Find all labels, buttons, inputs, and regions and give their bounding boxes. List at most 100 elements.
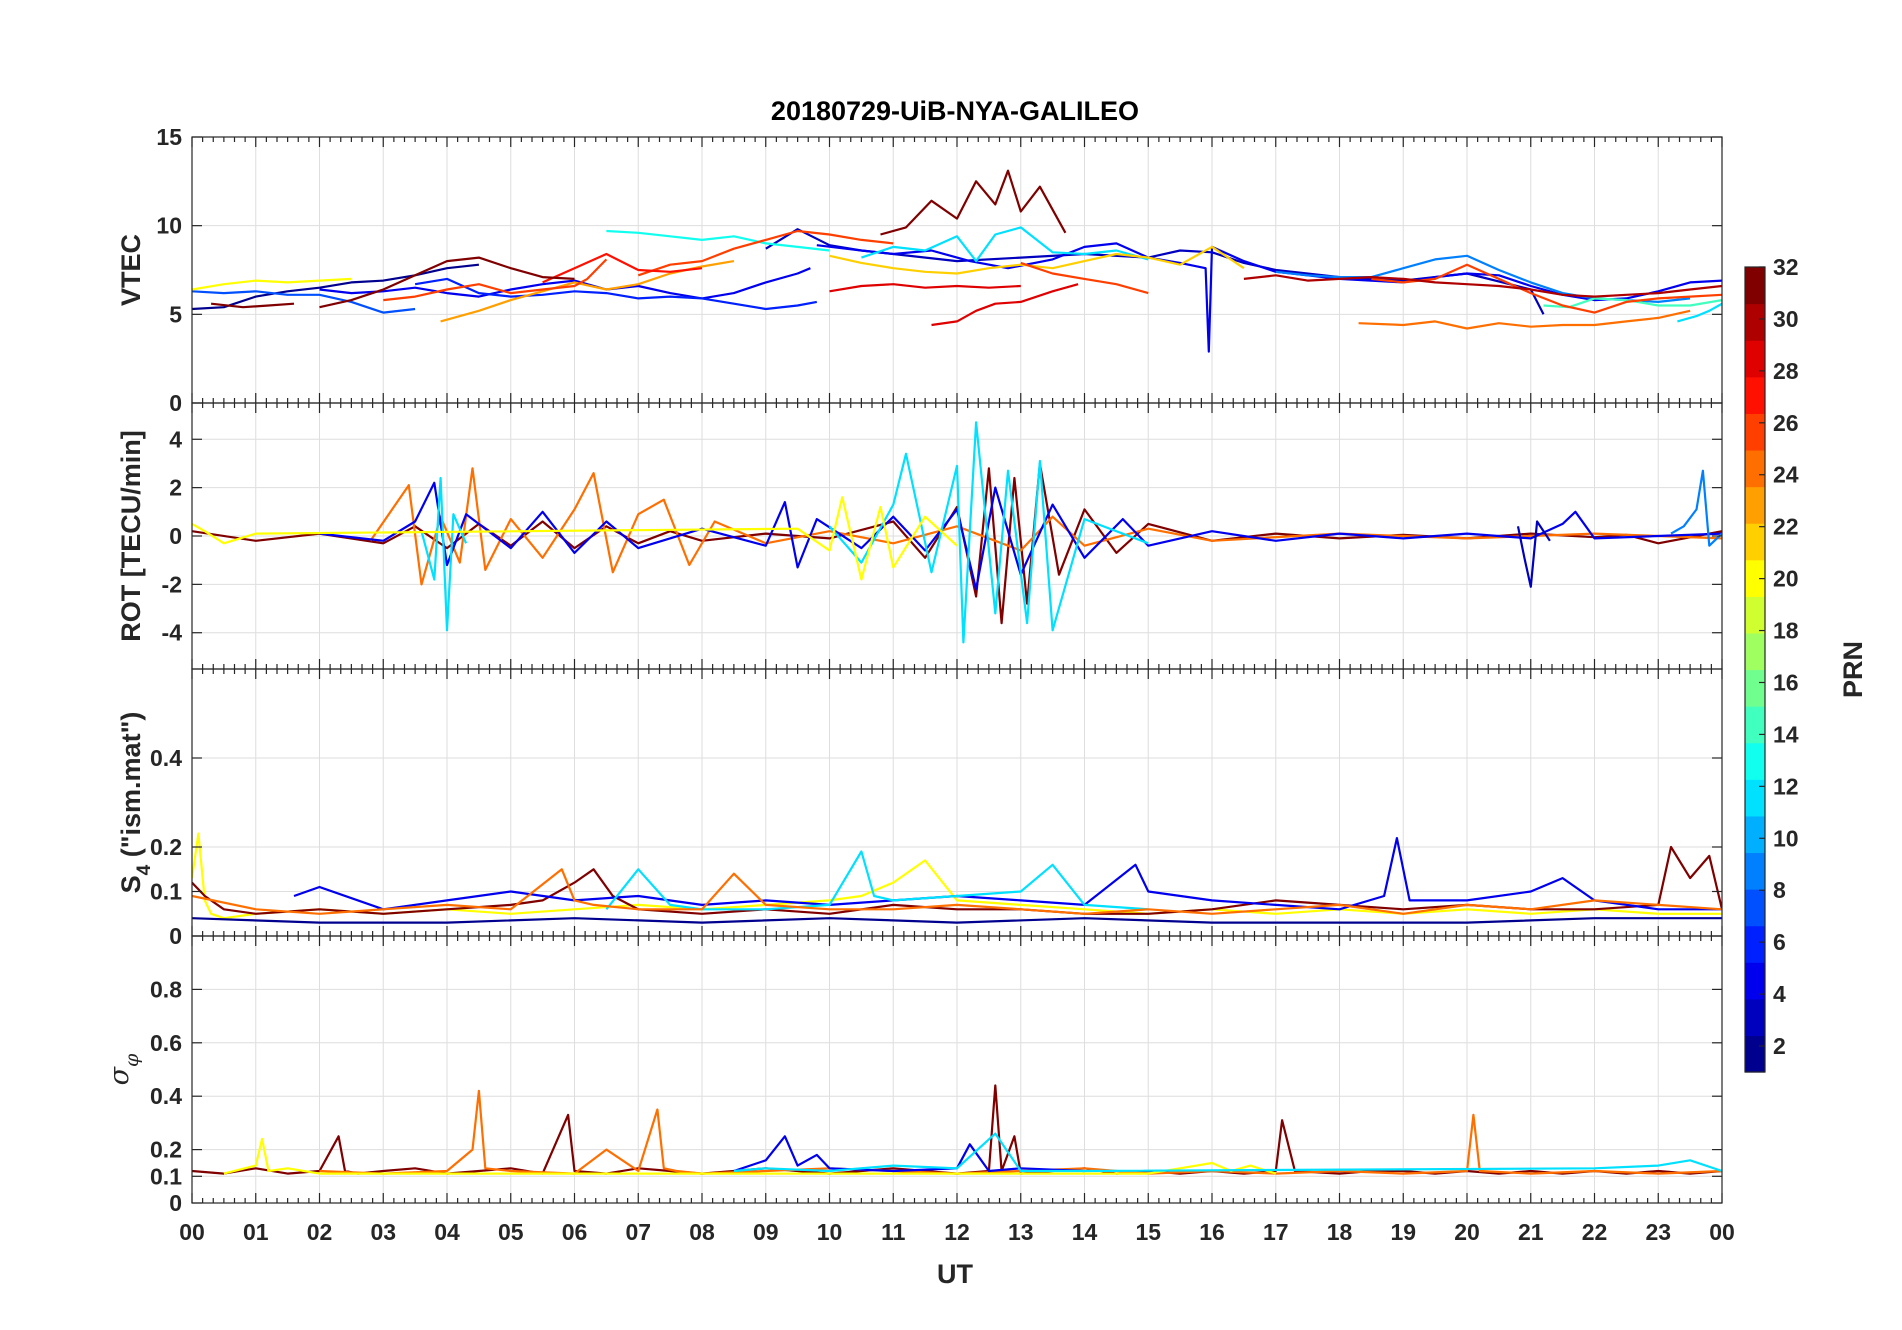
series-line-prn-25 (383, 258, 608, 302)
x-tick-label: 02 (307, 1219, 333, 1245)
colorbar-segment (1745, 852, 1765, 890)
colorbar-segment (1745, 742, 1765, 780)
series-line-prn-6 (414, 277, 818, 311)
series-line-prn-5 (293, 836, 1722, 911)
series-line-prn-24 (192, 868, 1722, 915)
y-tick-label: 0.4 (150, 745, 182, 771)
series-line-prn-11 (1677, 302, 1722, 323)
series-line-prn-28 (931, 283, 1079, 327)
colorbar-segment (1745, 596, 1765, 634)
series-line-prn-27 (542, 252, 703, 284)
x-tick-label: 10 (817, 1219, 843, 1245)
x-tick-label: 13 (1008, 1219, 1034, 1245)
series-line-prn-5 (319, 481, 1722, 591)
colorbar-tick-label: 30 (1773, 306, 1799, 332)
series-line-prn-8 (192, 290, 416, 314)
panel-vtec: 0 5 10 15 VTEC (116, 124, 1723, 416)
y-axis-label-rot: ROT [TECU/min] (116, 430, 146, 641)
y-tick-label: 0.2 (150, 834, 182, 860)
y-tick-label: -2 (162, 571, 182, 597)
series-line-prn-4 (816, 242, 1722, 353)
y-tick-label: 0 (169, 390, 182, 416)
series-line-prn-12 (861, 226, 1149, 263)
x-tick-label: 23 (1645, 1219, 1671, 1245)
y-tick-label: 0.8 (150, 976, 182, 1002)
series-line-prn-24 (1358, 309, 1691, 330)
x-tick-label: 09 (753, 1219, 779, 1245)
x-tick-label: 17 (1263, 1219, 1289, 1245)
x-tick-label: 16 (1199, 1219, 1225, 1245)
series-line-prn-12 (733, 1132, 1722, 1173)
x-tick-label: 21 (1518, 1219, 1544, 1245)
y-tick-label: 0.4 (150, 1083, 182, 1109)
x-tick-label: 01 (243, 1219, 269, 1245)
colorbar-label: PRN (1838, 641, 1868, 698)
y-axis-label-vtec: VTEC (116, 234, 146, 306)
x-tick-label: 06 (562, 1219, 588, 1245)
y-tick-label: 0.2 (150, 1137, 182, 1163)
colorbar-segment (1745, 486, 1765, 524)
colorbar-tick-label: 10 (1773, 825, 1799, 851)
series-line-prn-13 (606, 229, 830, 252)
colorbar-segment (1745, 706, 1765, 744)
panel-sigma: 00.10.2 0.4 0.6 0.8 σφ (104, 935, 1723, 1216)
colorbar-frame (1744, 266, 1766, 1073)
y-tick-label: -4 (162, 620, 183, 646)
x-tick-label: 20 (1454, 1219, 1480, 1245)
x-tick-label: 19 (1390, 1219, 1416, 1245)
x-tick-labels: 00 01 02 03 04 05 06 07 08 09 10 11 12 13 14 15 16 17 18 19… (179, 1219, 1735, 1245)
panel-s4: 0 0.1 0.2 0.4S4 ("ism.mat") (116, 668, 1723, 949)
colorbar-segment (1745, 449, 1765, 488)
series-line-prn-3 (1516, 520, 1551, 588)
series-line-prn-32 (210, 302, 295, 309)
series-line-prn-5 (319, 267, 811, 300)
series-line-prn-32 (880, 169, 1067, 236)
y-tick-label: 2 (169, 475, 182, 501)
series-line-prn-26 (1020, 261, 1149, 295)
x-tick-label: 15 (1135, 1219, 1161, 1245)
colorbar-tick-label: 12 (1773, 773, 1799, 799)
y-tick-label: 4 (169, 426, 182, 452)
colorbar-tick-label: 16 (1773, 669, 1799, 695)
series-line-prn-21 (829, 245, 1245, 275)
colorbar-segment (1745, 523, 1765, 561)
colorbar-segment (1745, 267, 1765, 305)
colorbar-segment (1745, 559, 1765, 597)
x-tick-label: 12 (944, 1219, 970, 1245)
colorbar-tick-label: 4 (1773, 981, 1786, 1007)
series-line-prn-20 (192, 277, 352, 291)
y-tick-label: 0.1 (150, 879, 182, 905)
y-tick-label: 0 (169, 1190, 182, 1216)
y-axis-label-s4: S4 ("ism.mat") (116, 712, 155, 894)
colorbar-tick-label: 26 (1773, 410, 1799, 436)
traces-vtec (192, 169, 1722, 353)
series-line-prn-31 (319, 256, 575, 309)
colorbar-segment (1745, 962, 1765, 1000)
colorbar-segment (1745, 779, 1765, 817)
colorbar-tick-label: 32 (1773, 254, 1799, 280)
series-line-prn-30 (1243, 274, 1722, 298)
traces-rot (192, 421, 1722, 644)
x-tick-label: 22 (1582, 1219, 1608, 1245)
series-line-prn-9 (1670, 469, 1722, 547)
series-line-prn-12 (605, 850, 1149, 911)
y-tick-label: 0.6 (150, 1030, 182, 1056)
series-line-prn-29 (829, 283, 1021, 293)
x-tick-label: 07 (625, 1219, 651, 1245)
colorbar-tick-label: 20 (1773, 566, 1799, 592)
x-tick-label: 11 (881, 1219, 906, 1245)
x-tick-label: 03 (370, 1219, 396, 1245)
colorbar-segment (1745, 303, 1765, 341)
colorbar-tick-label: 14 (1773, 721, 1799, 747)
traces-s4 (192, 832, 1722, 924)
colorbar-segment (1745, 376, 1765, 414)
series-line-prn-24 (369, 467, 1722, 586)
colorbar-segment (1745, 413, 1765, 451)
y-tick-label: 5 (169, 301, 182, 327)
x-tick-label: 05 (498, 1219, 524, 1245)
y-tick-label: 0 (169, 523, 182, 549)
series-line-prn-12 (828, 421, 1149, 644)
